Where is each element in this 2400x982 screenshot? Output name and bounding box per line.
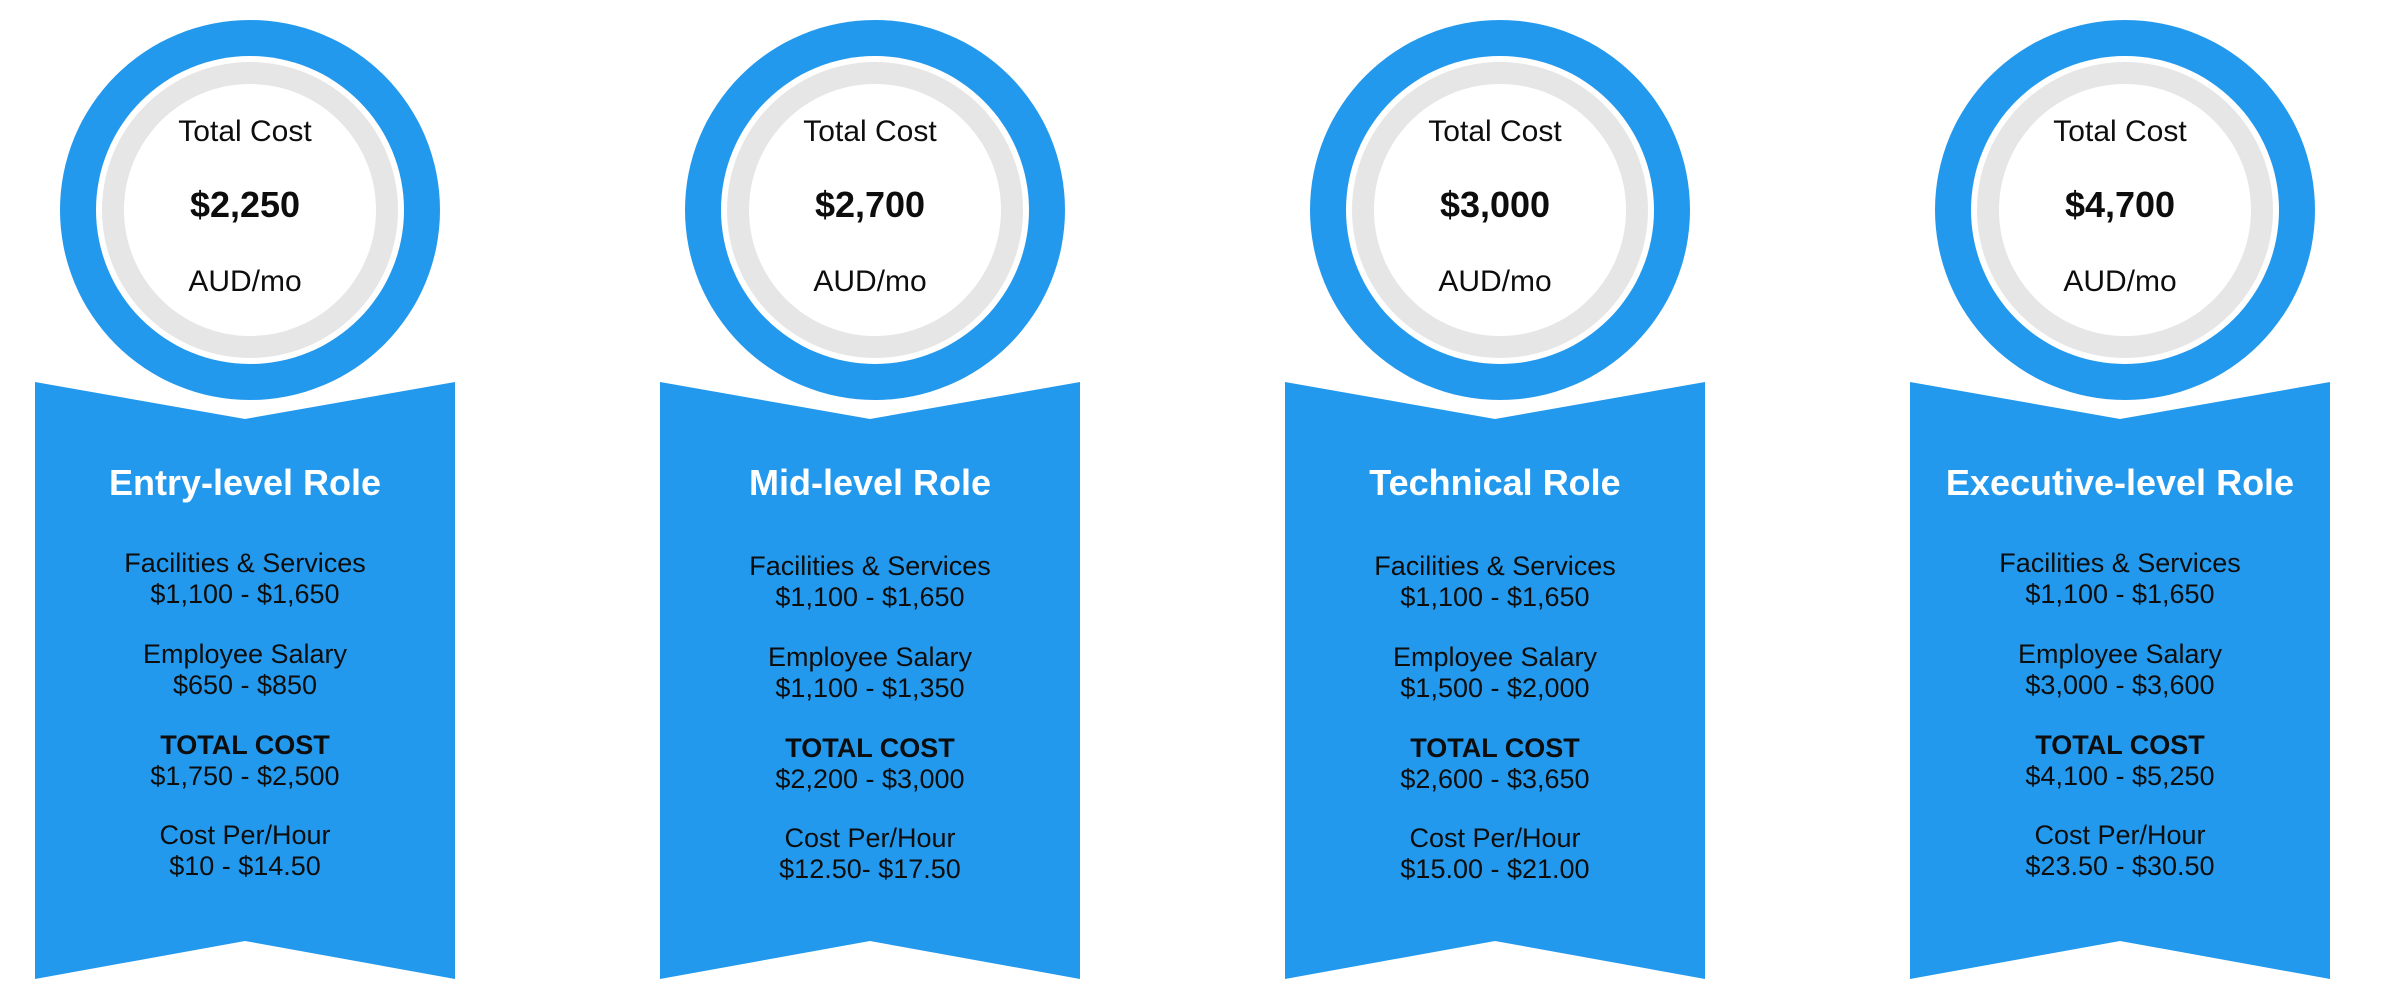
salary-row: Employee Salary $1,500 - $2,000 <box>1285 642 1705 704</box>
row-value: $12.50- $17.50 <box>779 854 961 884</box>
row-value: $650 - $850 <box>172 670 318 700</box>
total-cost-unit: AUD/mo <box>813 265 927 298</box>
row-value: $1,100 - $1,350 <box>775 673 965 703</box>
total-cost-amount: $2,250 <box>189 184 301 225</box>
row-label: Cost Per/Hour <box>784 823 956 853</box>
total-cost-badge <box>60 20 440 400</box>
role-ribbon <box>1910 382 2330 979</box>
salary-row: Employee Salary $3,000 - $3,600 <box>1910 639 2330 701</box>
total-cost-label: Total Cost <box>803 115 937 148</box>
total-cost-unit: AUD/mo <box>2063 265 2177 298</box>
salary-row: Employee Salary $1,100 - $1,350 <box>660 642 1080 704</box>
total-cost-amount: $3,000 <box>1439 184 1551 225</box>
row-value: $2,200 - $3,000 <box>775 764 965 794</box>
row-label: TOTAL COST <box>2035 730 2205 760</box>
salary-row: Employee Salary $650 - $850 <box>35 639 455 701</box>
pricing-card-technical: Total Cost $3,000 AUD/mo Technical Role … <box>1285 0 1705 979</box>
row-label: Facilities & Services <box>749 551 991 581</box>
total-cost-amount: $2,700 <box>814 184 926 225</box>
row-label: TOTAL COST <box>1410 733 1580 763</box>
row-label: Cost Per/Hour <box>159 820 331 850</box>
facilities-row: Facilities & Services $1,100 - $1,650 <box>1910 548 2330 610</box>
row-value: $1,750 - $2,500 <box>150 761 340 791</box>
row-value: $1,100 - $1,650 <box>775 582 965 612</box>
total-cost-row: TOTAL COST $2,600 - $3,650 <box>1285 733 1705 795</box>
row-value: $1,100 - $1,650 <box>1400 582 1590 612</box>
facilities-row: Facilities & Services $1,100 - $1,650 <box>660 551 1080 613</box>
row-label: Facilities & Services <box>124 548 366 578</box>
row-label: Cost Per/Hour <box>2034 820 2206 850</box>
total-cost-badge <box>685 20 1065 400</box>
row-value: $1,100 - $1,650 <box>2025 579 2215 609</box>
row-label: TOTAL COST <box>160 730 330 760</box>
cost-per-hour-row: Cost Per/Hour $15.00 - $21.00 <box>1285 823 1705 885</box>
total-cost-row: TOTAL COST $4,100 - $5,250 <box>1910 730 2330 792</box>
role-ribbon <box>660 382 1080 979</box>
total-cost-label: Total Cost <box>2053 115 2187 148</box>
total-cost-row: TOTAL COST $2,200 - $3,000 <box>660 733 1080 795</box>
row-value: $23.50 - $30.50 <box>2025 851 2215 881</box>
row-label: Cost Per/Hour <box>1409 823 1581 853</box>
row-label: Facilities & Services <box>1999 548 2241 578</box>
row-label: Employee Salary <box>1392 642 1598 672</box>
total-cost-badge <box>1935 20 2315 400</box>
role-ribbon <box>35 382 455 979</box>
row-label: Employee Salary <box>767 642 973 672</box>
total-cost-label: Total Cost <box>178 115 312 148</box>
cost-per-hour-row: Cost Per/Hour $23.50 - $30.50 <box>1910 820 2330 882</box>
pricing-card-executive-level: Total Cost $4,700 AUD/mo Executive-level… <box>1910 0 2330 979</box>
total-cost-unit: AUD/mo <box>188 265 302 298</box>
row-value: $15.00 - $21.00 <box>1400 854 1590 884</box>
role-title: Executive-level Role <box>1945 462 2295 503</box>
cost-per-hour-row: Cost Per/Hour $10 - $14.50 <box>35 820 455 882</box>
row-label: TOTAL COST <box>785 733 955 763</box>
row-value: $1,500 - $2,000 <box>1400 673 1590 703</box>
role-title: Entry-level Role <box>108 462 382 503</box>
pricing-card-entry-level: Total Cost $2,250 AUD/mo Entry-level Rol… <box>35 0 455 979</box>
row-label: Facilities & Services <box>1374 551 1616 581</box>
total-cost-label: Total Cost <box>1428 115 1562 148</box>
facilities-row: Facilities & Services $1,100 - $1,650 <box>35 548 455 610</box>
total-cost-unit: AUD/mo <box>1438 265 1552 298</box>
cost-per-hour-row: Cost Per/Hour $12.50- $17.50 <box>660 823 1080 885</box>
total-cost-row: TOTAL COST $1,750 - $2,500 <box>35 730 455 792</box>
row-value: $4,100 - $5,250 <box>2025 761 2215 791</box>
row-value: $2,600 - $3,650 <box>1400 764 1590 794</box>
row-value: $3,000 - $3,600 <box>2025 670 2215 700</box>
role-ribbon <box>1285 382 1705 979</box>
facilities-row: Facilities & Services $1,100 - $1,650 <box>1285 551 1705 613</box>
role-title: Mid-level Role <box>748 462 992 503</box>
total-cost-amount: $4,700 <box>2064 184 2176 225</box>
role-title: Technical Role <box>1369 462 1621 503</box>
total-cost-badge <box>1310 20 1690 400</box>
row-label: Employee Salary <box>2017 639 2223 669</box>
row-value: $10 - $14.50 <box>169 851 321 881</box>
pricing-card-mid-level: Total Cost $2,700 AUD/mo Mid-level Role … <box>660 0 1080 979</box>
row-value: $1,100 - $1,650 <box>150 579 340 609</box>
row-label: Employee Salary <box>142 639 348 669</box>
